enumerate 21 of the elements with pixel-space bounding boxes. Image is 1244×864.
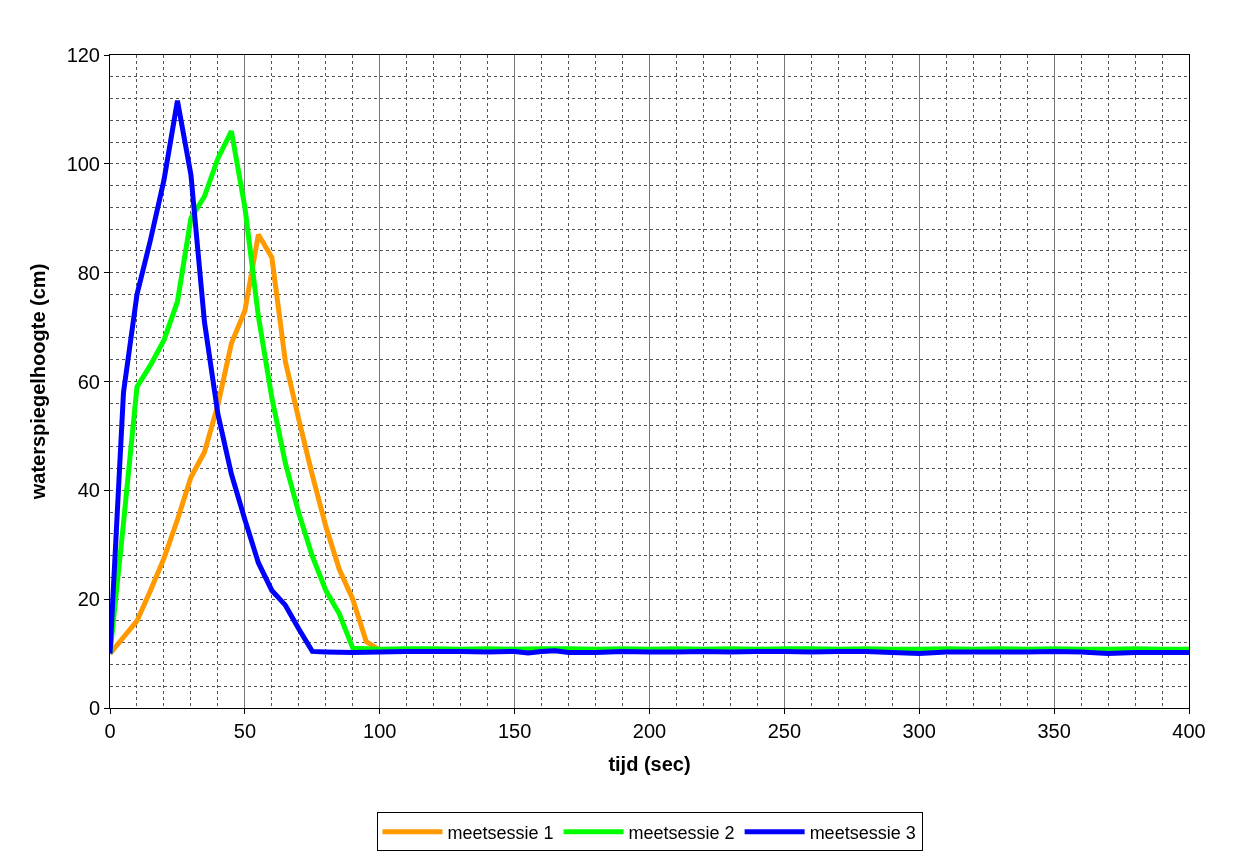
x-tick-label: 350 — [1037, 720, 1071, 742]
y-tick-label: 100 — [66, 152, 100, 175]
x-tick-label: 250 — [767, 720, 802, 742]
x-tick-label: 200 — [632, 720, 667, 742]
y-tick-label: 80 — [77, 261, 100, 284]
x-tick-label: 50 — [233, 720, 257, 742]
y-tick-label: 20 — [77, 588, 100, 611]
y-axis-title: waterspiegelhoogte (cm) — [27, 263, 50, 501]
legend-label: meetsessie 3 — [809, 822, 916, 843]
x-tick-label: 0 — [104, 720, 116, 742]
x-tick-label: 150 — [497, 720, 532, 742]
y-tick-label: 0 — [88, 697, 100, 719]
y-tick-label: 40 — [77, 479, 100, 502]
legend-label: meetsessie 2 — [628, 822, 735, 843]
x-tick-label: 100 — [363, 720, 397, 742]
y-tick-label: 60 — [77, 370, 100, 393]
x-tick-label: 400 — [1172, 720, 1206, 742]
x-axis-title: tijd (sec) — [608, 752, 691, 775]
y-tick-label: 120 — [66, 44, 100, 66]
legend-label: meetsessie 1 — [447, 822, 554, 843]
x-tick-label: 300 — [902, 720, 936, 742]
